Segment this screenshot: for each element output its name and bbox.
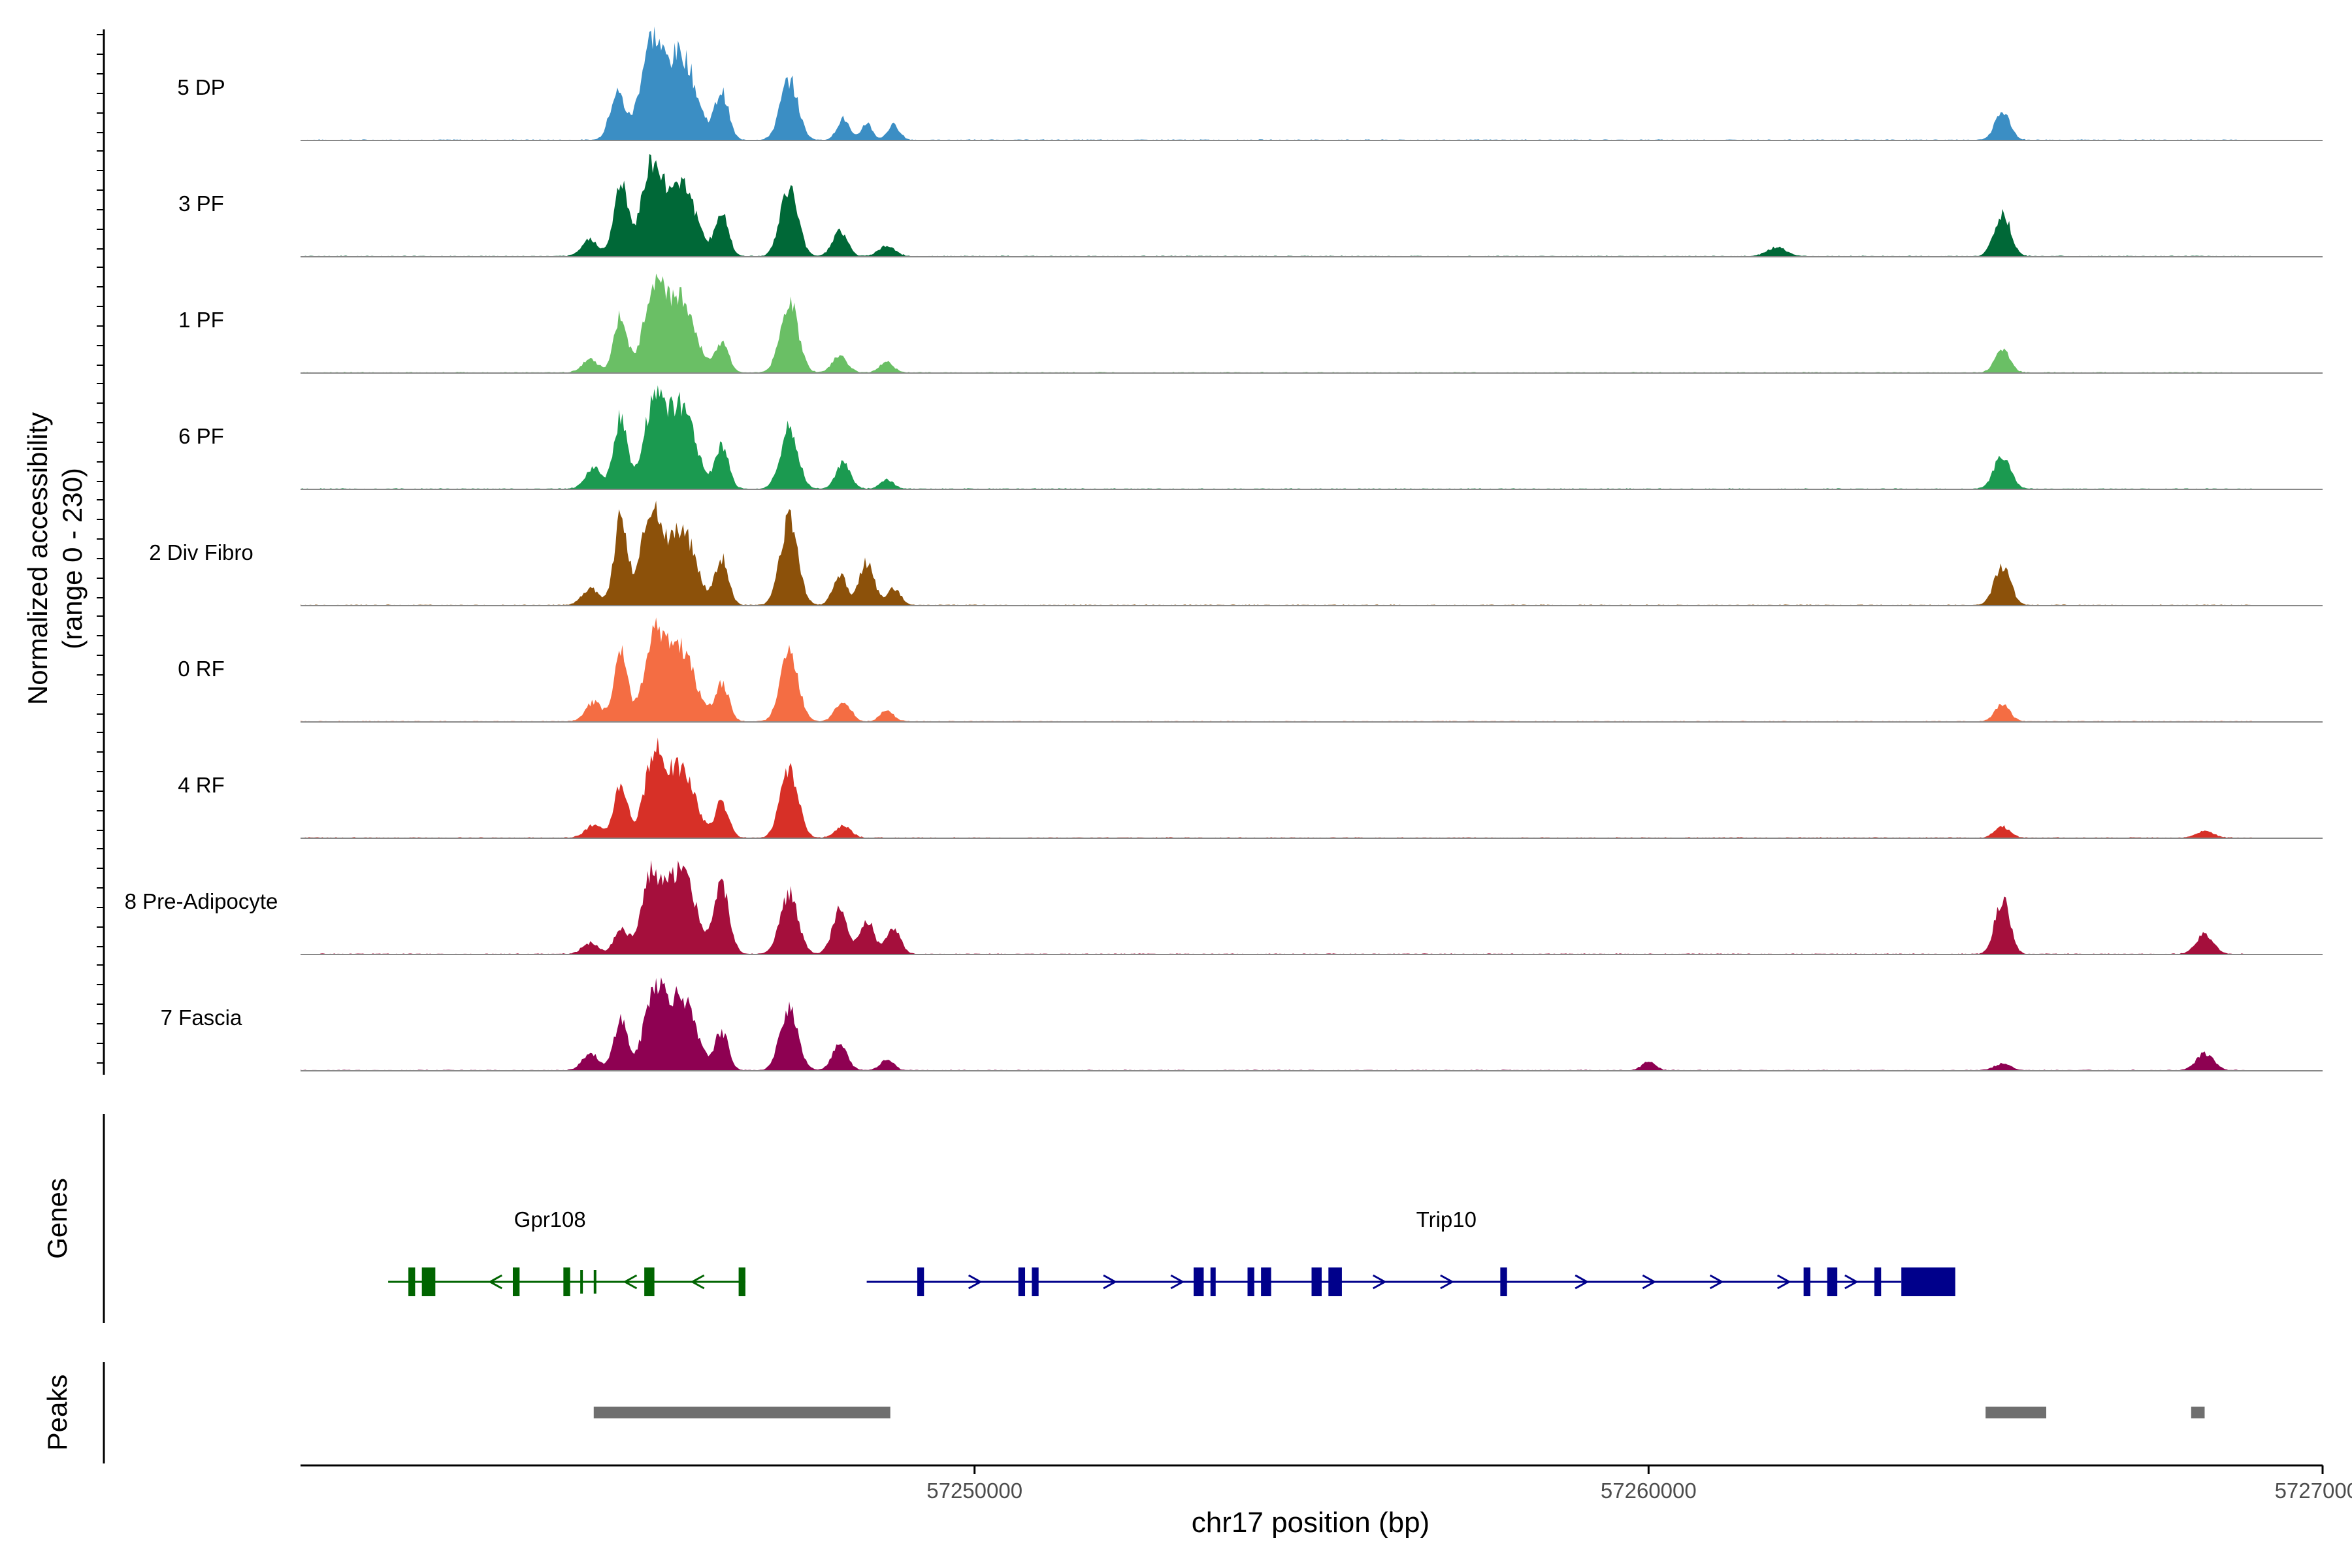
coverage-area: [301, 737, 2252, 838]
strand-arrow: [1776, 1274, 1791, 1290]
track-label: 1 PF: [178, 308, 224, 332]
peak-region: [593, 1407, 890, 1418]
gene-trip10: Trip10: [866, 1207, 1955, 1296]
gene-exon: [644, 1267, 655, 1296]
gene-exon: [1500, 1267, 1507, 1296]
gene-exon: [1193, 1267, 1204, 1296]
gene-exon: [1311, 1267, 1322, 1296]
gene-exon: [1261, 1267, 1271, 1296]
track-4-rf: 4 RF: [178, 737, 2323, 839]
gene-exon: [738, 1267, 745, 1296]
track-1-pf: 1 PF: [178, 273, 2323, 374]
track-label: 7 Fascia: [161, 1005, 242, 1030]
genes-panel-label: Genes: [42, 1178, 73, 1259]
track-label: 5 DP: [177, 75, 225, 99]
gene-label: Trip10: [1416, 1207, 1477, 1232]
strand-arrow: [1642, 1274, 1657, 1290]
strand-arrow: [1372, 1274, 1387, 1290]
y-axis-label-line1: Normalized accessibility: [22, 412, 53, 705]
peak-region: [2191, 1407, 2205, 1418]
track-label: 3 PF: [178, 191, 224, 216]
gene-exon: [512, 1267, 520, 1296]
gene-exon: [563, 1267, 570, 1296]
coverage-area: [301, 500, 2252, 606]
gene-exon: [580, 1270, 583, 1294]
coverage-area: [301, 617, 2252, 722]
coverage-area: [301, 273, 2252, 373]
track-6-pf: 6 PF: [178, 385, 2323, 490]
gene-track: Gpr108 Trip10: [388, 1207, 1955, 1296]
coverage-area: [301, 154, 2252, 257]
peaks-panel-label: Peaks: [42, 1375, 73, 1451]
tracks-y-ticks: [97, 34, 104, 1064]
track-label: 2 Div Fibro: [149, 540, 253, 564]
track-0-rf: 0 RF: [178, 617, 2323, 723]
y-axis-label: Normalized accessibility (range 0 - 230): [22, 412, 88, 705]
gene-exon: [1827, 1267, 1838, 1296]
x-tick-label: 57260000: [1601, 1478, 1697, 1503]
coverage-area: [301, 977, 2252, 1071]
track-5-dp: 5 DP: [177, 26, 2323, 141]
strand-arrow: [968, 1274, 983, 1290]
coverage-area: [301, 860, 2252, 955]
coverage-area: [301, 385, 2252, 489]
y-axis-label-line2: (range 0 - 230): [57, 468, 88, 649]
x-axis-label: chr17 position (bp): [1192, 1507, 1429, 1539]
strand-arrow: [1170, 1274, 1185, 1290]
track-label: 8 Pre-Adipocyte: [125, 889, 278, 913]
gene-exon: [421, 1267, 436, 1296]
x-tick-label: 57270000: [2275, 1478, 2352, 1503]
strand-arrow: [623, 1274, 638, 1290]
strand-arrow: [1103, 1274, 1118, 1290]
gene-exon: [1018, 1267, 1026, 1296]
track-label: 6 PF: [178, 424, 224, 448]
gene-exon: [1032, 1267, 1039, 1296]
track-2-div-fibro: 2 Div Fibro: [149, 500, 2323, 606]
track-3-pf: 3 PF: [178, 154, 2323, 257]
strand-arrow: [1440, 1274, 1454, 1290]
gene-exon: [408, 1267, 416, 1296]
strand-arrow: [1575, 1274, 1590, 1290]
gene-exon: [1901, 1267, 1955, 1296]
gene-exon: [1328, 1267, 1342, 1296]
track-label: 4 RF: [178, 773, 225, 797]
gene-exon: [1803, 1267, 1810, 1296]
gene-gpr108: Gpr108: [388, 1207, 745, 1296]
coverage-area: [301, 26, 2252, 141]
strand-arrow: [488, 1274, 502, 1290]
x-tick-label: 57250000: [926, 1478, 1022, 1503]
coverage-tracks: 5 DP 3 PF 1 PF 6 PF 2 Div Fibro 0 RF 4 RF 8 Pre…: [125, 26, 2323, 1071]
peak-regions: [593, 1407, 2205, 1418]
gene-exon: [593, 1270, 596, 1294]
track-label: 0 RF: [178, 657, 225, 681]
gene-exon: [1247, 1267, 1254, 1296]
track-8-pre-adipocyte: 8 Pre-Adipocyte: [125, 860, 2323, 955]
x-axis-ticks: 57250000 57260000 57270000: [926, 1465, 2352, 1503]
gene-exon: [917, 1267, 924, 1296]
gene-label: Gpr108: [514, 1207, 586, 1232]
gene-exon: [1210, 1267, 1216, 1296]
gene-exon: [1874, 1267, 1882, 1296]
strand-arrow: [690, 1274, 705, 1290]
track-7-fascia: 7 Fascia: [161, 977, 2323, 1071]
strand-arrow: [1844, 1274, 1859, 1290]
strand-arrow: [1709, 1274, 1724, 1290]
peak-region: [1985, 1407, 2047, 1418]
